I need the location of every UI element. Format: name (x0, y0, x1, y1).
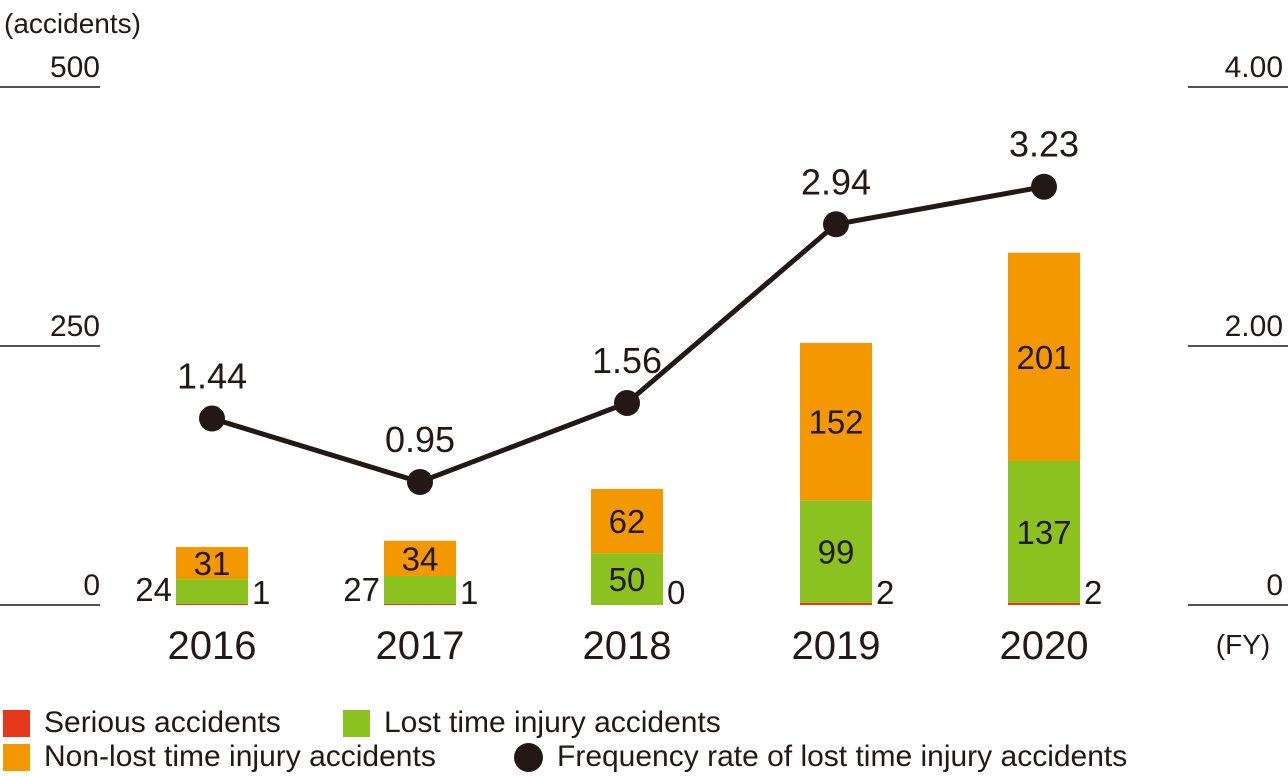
data-label-non-lost-time: 62 (609, 503, 646, 540)
legend-item-serious: Serious accidents (3, 706, 281, 740)
data-label-frequency-rate: 0.95 (385, 419, 455, 460)
data-label-non-lost-time: 201 (1016, 339, 1071, 376)
bars (176, 252, 1080, 605)
bar-segment-non-lost-time (176, 546, 248, 580)
bar-segment-lost-time (800, 500, 872, 603)
data-label-non-lost-time: 152 (808, 404, 863, 441)
data-label-lost-time: 137 (1016, 514, 1071, 551)
data-label-lost-time: 50 (609, 561, 646, 598)
right-tick-label: 2.00 (1225, 310, 1283, 343)
bar-segment-lost-time (591, 553, 663, 605)
left-tick-label: 0 (83, 569, 100, 602)
legend-item-frequency-rate: Frequency rate of lost time injury accid… (514, 740, 1127, 774)
data-label-frequency-rate: 1.44 (177, 356, 247, 397)
frequency-rate-line-layer (199, 173, 1057, 495)
legend-label-frequency-rate: Frequency rate of lost time injury accid… (557, 740, 1128, 773)
legend-label-lost-time: Lost time injury accidents (384, 706, 721, 739)
data-labels: 1 24 31 1 27 34 0 50 62 2 99 152 2 137 201 1.44 0.95 1.56… (135, 124, 1102, 611)
bar-segment-serious (384, 603, 456, 605)
left-tick-label: 250 (50, 310, 100, 343)
bar-segment-non-lost-time (591, 488, 663, 554)
legend-swatch-lost-time (343, 709, 370, 737)
right-tick-label: 0 (1266, 569, 1283, 602)
right-tick-label: 4.00 (1225, 51, 1283, 84)
x-tick-label: 2019 (792, 624, 881, 668)
frequency-rate-point (614, 389, 640, 416)
legend-item-lost-time: Lost time injury accidents (343, 706, 721, 740)
frequency-rate-point (407, 468, 433, 495)
legend-dot-frequency-rate (514, 742, 543, 772)
data-label-lost-time: 99 (818, 534, 855, 571)
frequency-rate-point (823, 211, 849, 238)
legend-label-non-lost-time: Non-lost time injury accidents (44, 740, 436, 773)
data-label-serious: 2 (876, 574, 894, 611)
bar-segment-serious (800, 602, 872, 605)
bar-segment-non-lost-time (1008, 252, 1080, 461)
bar-segment-non-lost-time (384, 540, 456, 576)
x-tick-label: 2018 (583, 624, 672, 668)
bar-segment-serious (176, 603, 248, 605)
data-label-serious: 0 (667, 574, 685, 611)
bar-segment-lost-time (384, 575, 456, 604)
data-label-frequency-rate: 1.56 (592, 340, 662, 381)
x-tick-label: 2016 (168, 624, 257, 668)
data-label-lost-time: 24 (135, 571, 172, 608)
data-label-lost-time: 27 (343, 571, 380, 608)
frequency-rate-point (1031, 173, 1057, 200)
frequency-rate-point (199, 405, 225, 432)
bar-segment-lost-time (1008, 460, 1080, 603)
legend-swatch-non-lost-time (3, 743, 30, 771)
bar-segment-lost-time (176, 579, 248, 604)
legend: Serious accidents Lost time injury accid… (0, 700, 1288, 776)
bar-segment-non-lost-time (800, 342, 872, 501)
legend-swatch-serious (3, 709, 30, 737)
x-tick-label: 2020 (1000, 624, 1089, 668)
legend-label-serious: Serious accidents (44, 706, 281, 739)
x-tick-label: 2017 (376, 624, 465, 668)
left-tick-label: 500 (50, 51, 100, 84)
x-axis-unit: (FY) (1216, 629, 1270, 660)
data-label-non-lost-time: 31 (194, 545, 231, 582)
data-label-frequency-rate: 2.94 (801, 161, 871, 202)
bar-segment-serious (1008, 602, 1080, 605)
data-label-serious: 1 (252, 574, 270, 611)
legend-item-non-lost-time: Non-lost time injury accidents (3, 740, 436, 774)
left-axis-unit: (accidents) (4, 8, 141, 39)
frequency-rate-line (211, 184, 1045, 485)
data-label-frequency-rate: 3.23 (1009, 124, 1079, 165)
data-label-non-lost-time: 34 (402, 540, 439, 577)
data-label-serious: 1 (460, 574, 478, 611)
data-label-serious: 2 (1084, 574, 1102, 611)
